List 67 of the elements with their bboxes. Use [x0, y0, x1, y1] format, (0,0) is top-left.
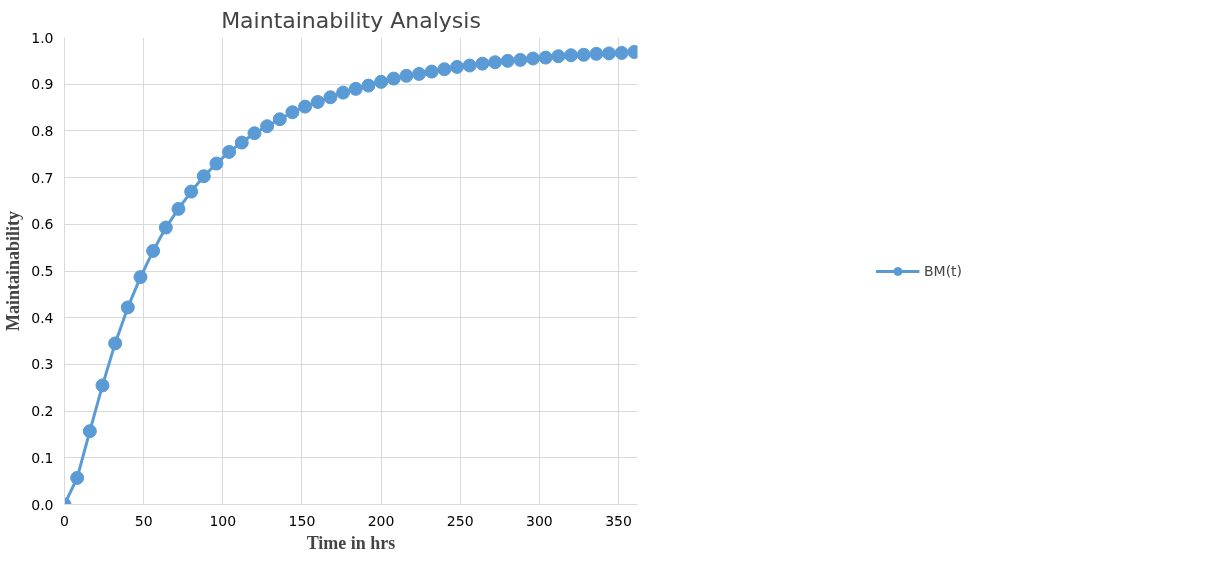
- x-tick-label: 300: [526, 512, 553, 529]
- point: [488, 55, 503, 70]
- point: [323, 90, 338, 105]
- x-tick-label: 200: [367, 512, 395, 529]
- y-tick-label: 0.8: [31, 122, 54, 139]
- point: [576, 47, 591, 62]
- point: [209, 156, 224, 171]
- x-axis-title: Time in hrs: [306, 532, 396, 553]
- point: [437, 62, 452, 77]
- y-tick-label: 0.3: [31, 356, 54, 373]
- point: [538, 50, 553, 65]
- point: [285, 105, 300, 120]
- y-tick-label: 0.5: [31, 263, 54, 279]
- y-tick-label: 0.2: [31, 403, 54, 420]
- point: [589, 46, 604, 61]
- point: [82, 424, 97, 439]
- point: [348, 81, 363, 96]
- y-tick-label: 0.9: [31, 76, 54, 93]
- point: [146, 243, 161, 258]
- point: [500, 53, 515, 68]
- point: [386, 71, 401, 86]
- point: [450, 59, 465, 74]
- point: [70, 470, 85, 485]
- point: [272, 112, 287, 127]
- x-tick-label: 350: [605, 512, 632, 529]
- y-axis-title: Maintainability: [3, 210, 24, 332]
- point: [108, 336, 123, 351]
- point: [424, 64, 439, 79]
- x-tick-label: 100: [209, 512, 237, 529]
- point: [298, 99, 313, 114]
- point: [602, 46, 617, 61]
- y-tick-label: 0.4: [31, 309, 54, 326]
- point: [310, 94, 325, 109]
- point: [462, 58, 477, 73]
- point: [336, 85, 351, 100]
- point: [222, 144, 237, 159]
- point: [95, 378, 110, 393]
- point: [551, 49, 566, 64]
- point: [120, 300, 135, 315]
- point: [374, 74, 389, 89]
- point: [513, 52, 528, 67]
- y-tick-label: 0.1: [31, 449, 54, 466]
- point: [171, 201, 186, 216]
- point: [526, 51, 541, 66]
- y-tick-label: 0.7: [31, 169, 54, 186]
- point: [184, 184, 199, 199]
- y-tick-label: 1.0: [31, 29, 54, 46]
- x-tick-label: 150: [288, 512, 316, 529]
- point: [614, 45, 629, 60]
- point: [475, 56, 490, 71]
- point: [196, 169, 211, 184]
- point: [234, 135, 249, 150]
- x-tick-label: 0: [60, 512, 69, 529]
- point: [412, 66, 427, 81]
- point: [361, 78, 376, 93]
- point: [133, 270, 148, 285]
- y-tick-label: 0.0: [31, 496, 54, 513]
- point: [158, 220, 173, 235]
- y-tick-label: 0.6: [31, 216, 54, 233]
- legend-label: BM(t): [923, 262, 963, 279]
- chart-title: Maintainability Analysis: [221, 7, 481, 33]
- x-tick-label: 50: [134, 512, 153, 529]
- point: [260, 119, 275, 134]
- x-tick-label: 250: [446, 512, 474, 529]
- point: [399, 68, 414, 83]
- point: [247, 126, 262, 141]
- point: [564, 48, 579, 63]
